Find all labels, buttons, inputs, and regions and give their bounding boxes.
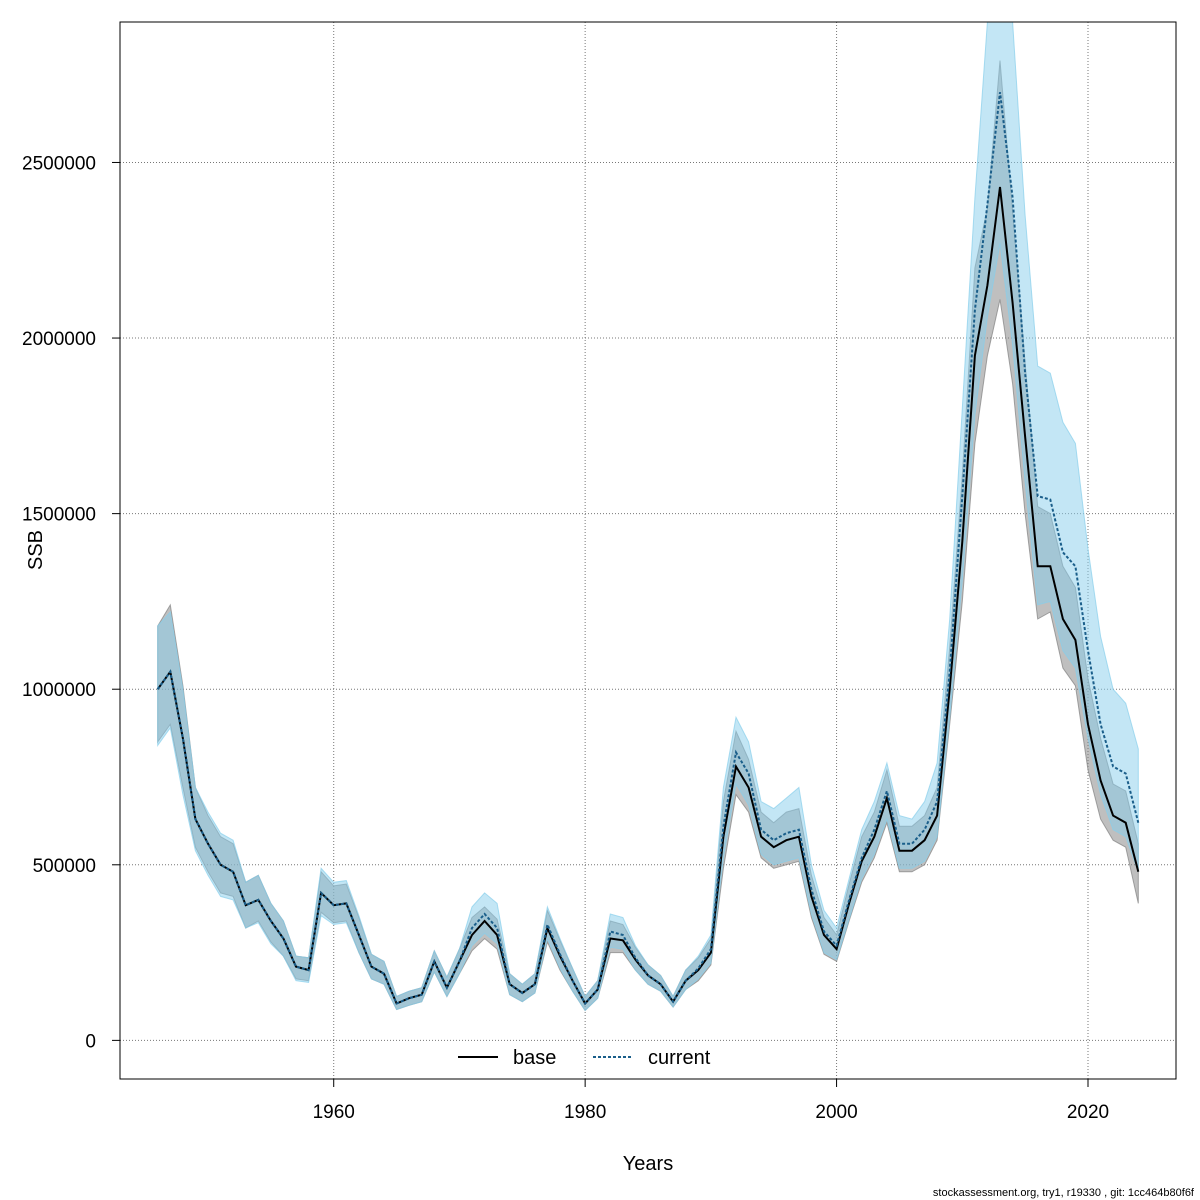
- x-axis: 1960 1980 2000 2020: [313, 1079, 1109, 1123]
- y-axis: 0 500000 1000000 1500000 2000000 2500000: [22, 153, 120, 1052]
- series-lines: [156, 92, 1140, 1006]
- legend: base current: [458, 1047, 711, 1069]
- y-axis-title: SSB: [25, 530, 47, 570]
- x-tick-label: 1980: [564, 1102, 606, 1123]
- legend-label-current: current: [648, 1047, 711, 1069]
- y-tick-label: 2000000: [22, 329, 96, 350]
- y-tick-label: 2500000: [22, 153, 96, 174]
- plot-frame: [119, 21, 1177, 1080]
- y-tick-label: 1500000: [22, 505, 96, 526]
- y-tick-label: 0: [85, 1031, 96, 1052]
- x-axis-title: Years: [623, 1153, 673, 1175]
- current-line: [156, 92, 1140, 1006]
- legend-label-base: base: [513, 1047, 556, 1069]
- confidence-bands: [157, 22, 1139, 1012]
- x-tick-label: 2020: [1067, 1102, 1109, 1123]
- y-tick-label: 500000: [33, 856, 96, 877]
- current-confidence-band: [157, 22, 1139, 1012]
- footer-text: stockassessment.org, try1, r19330 , git:…: [933, 1187, 1195, 1199]
- x-tick-label: 2000: [815, 1102, 857, 1123]
- x-tick-label: 1960: [313, 1102, 355, 1123]
- y-tick-label: 1000000: [22, 680, 96, 701]
